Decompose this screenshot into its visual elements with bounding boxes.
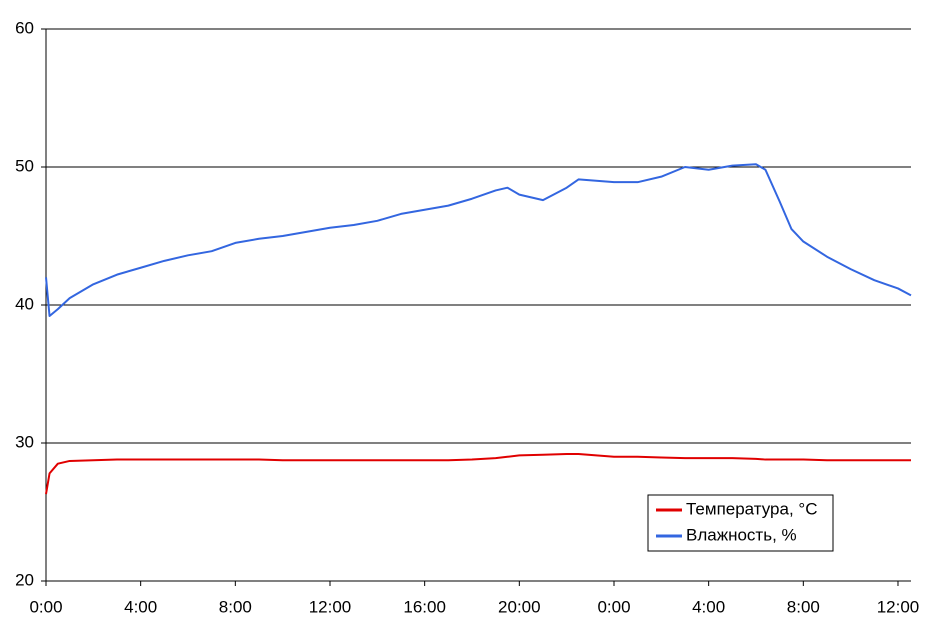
- x-tick-label: 12:00: [877, 597, 920, 616]
- y-tick-label: 50: [15, 156, 34, 175]
- y-tick-label: 30: [15, 432, 34, 451]
- legend-label: Влажность, %: [686, 525, 797, 544]
- line: [45, 163, 912, 318]
- x-tick-label: 8:00: [787, 597, 820, 616]
- x-tick-label: 16:00: [403, 597, 446, 616]
- y-tick-label: 60: [15, 18, 34, 37]
- x-tick-label: 12:00: [309, 597, 352, 616]
- x-tick-label: 20:00: [498, 597, 541, 616]
- x-tick-label: 4:00: [692, 597, 725, 616]
- line: [45, 453, 911, 495]
- x-tick-label: 8:00: [219, 597, 252, 616]
- x-tick-label: 4:00: [124, 597, 157, 616]
- y-tick-label: 40: [15, 294, 34, 313]
- legend-box: [647, 494, 834, 552]
- x-tick-label: 0:00: [29, 597, 62, 616]
- legend-label: Температура, °C: [686, 499, 817, 518]
- y-tick-label: 20: [15, 570, 34, 589]
- x-tick-label: 0:00: [597, 597, 630, 616]
